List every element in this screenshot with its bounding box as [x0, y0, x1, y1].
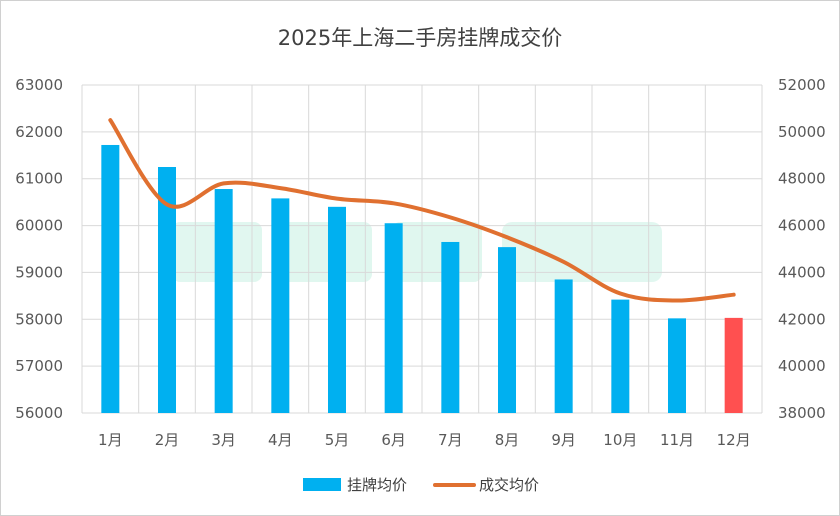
- bar-9: [554, 279, 573, 413]
- y-right-tick-label: 40000: [778, 357, 826, 375]
- x-tick-label: 12月: [717, 431, 751, 449]
- bar-12: [724, 317, 743, 413]
- y-left-tick-label: 63000: [15, 76, 63, 94]
- y-left-tick-label: 57000: [15, 357, 63, 375]
- x-tick-label: 5月: [325, 431, 350, 449]
- y-left-tick-label: 58000: [15, 310, 63, 328]
- legend-label-transaction-price: 成交均价: [479, 476, 539, 494]
- legend-swatch-listing-price: [303, 478, 341, 491]
- y-right-tick-label: 44000: [778, 263, 826, 281]
- y-right-tick-label: 50000: [778, 123, 826, 141]
- x-tick-label: 1月: [98, 431, 123, 449]
- y-left-tick-label: 60000: [15, 217, 63, 235]
- y-left-tick-label: 61000: [15, 170, 63, 188]
- y-right-tick-label: 52000: [778, 76, 826, 94]
- x-tick-label: 6月: [381, 431, 406, 449]
- bar-6: [384, 223, 403, 413]
- legend: 挂牌均价 成交均价: [303, 476, 539, 494]
- y-left-tick-label: 56000: [15, 404, 63, 422]
- x-tick-label: 3月: [211, 431, 236, 449]
- y-right-tick-label: 38000: [778, 404, 826, 422]
- bar-1: [101, 144, 120, 413]
- bar-5: [328, 206, 346, 413]
- bar-8: [498, 247, 516, 413]
- x-tick-label: 11月: [660, 431, 694, 449]
- x-tick-label: 9月: [551, 431, 576, 449]
- bar-10: [611, 299, 630, 413]
- bar-3: [214, 189, 233, 413]
- legend-label-listing-price: 挂牌均价: [347, 476, 407, 494]
- y-left-tick-label: 59000: [15, 263, 63, 281]
- bar-4: [271, 198, 290, 413]
- y-left-tick-label: 62000: [15, 123, 63, 141]
- y-right-tick-label: 46000: [778, 217, 826, 235]
- x-tick-label: 4月: [268, 431, 293, 449]
- x-tick-label: 10月: [603, 431, 637, 449]
- watermark-logo: [172, 222, 662, 282]
- chart-title: 2025年上海二手房挂牌成交价: [277, 26, 563, 50]
- y-right-tick-label: 42000: [778, 310, 826, 328]
- bar-2: [158, 167, 176, 413]
- bar-11: [668, 318, 686, 413]
- x-tick-label: 8月: [495, 431, 520, 449]
- bar-7: [441, 241, 460, 413]
- x-tick-label: 7月: [438, 431, 463, 449]
- y-right-tick-label: 48000: [778, 170, 826, 188]
- x-tick-label: 2月: [155, 431, 180, 449]
